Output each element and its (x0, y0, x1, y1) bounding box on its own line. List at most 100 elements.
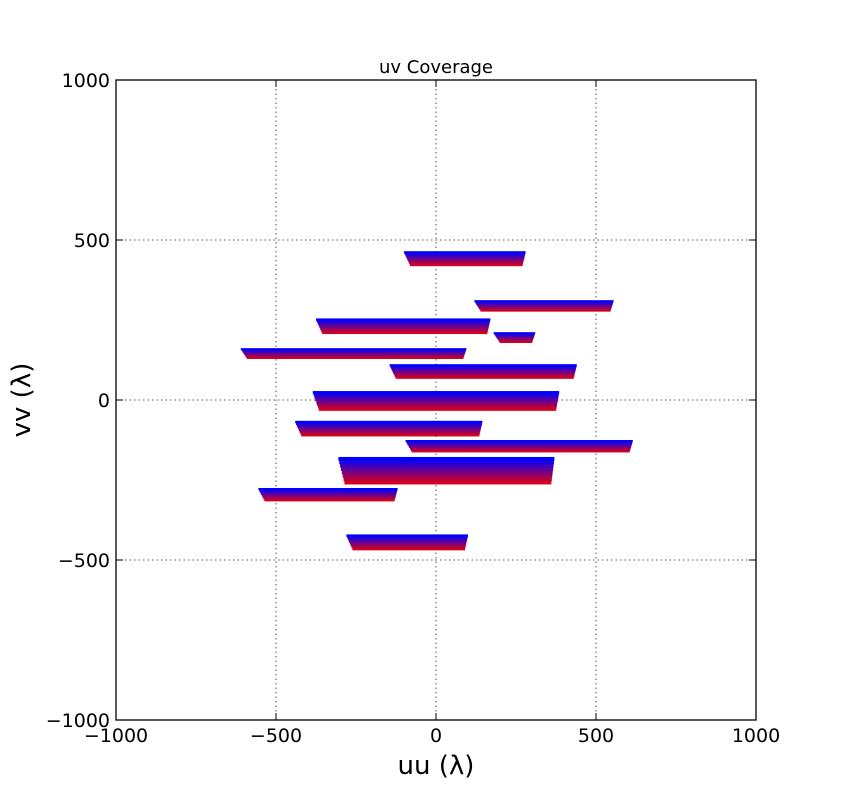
uv-track-band (478, 306, 612, 309)
y-tick-label: −1000 (46, 710, 110, 732)
uv-track-band (349, 542, 467, 545)
uv-track-band (297, 426, 482, 429)
x-tick-label: 500 (578, 725, 614, 747)
uv-track-band (496, 336, 534, 338)
uv-track-band (405, 440, 633, 443)
uv-track-band (315, 398, 558, 402)
uv-track-band (300, 432, 480, 435)
uv-track-band (410, 263, 523, 267)
uv-track-band (350, 544, 466, 547)
uv-track-band (393, 371, 576, 374)
uv-track-band (316, 318, 491, 321)
uv-track-band (410, 448, 631, 451)
x-tick-label: 1000 (732, 725, 780, 747)
uv-track-band (264, 499, 395, 502)
uv-track-band (246, 357, 464, 359)
uv-track-band (395, 376, 574, 379)
uv-track-band (344, 480, 552, 485)
uv-track-6 (389, 364, 577, 379)
uv-track-11 (258, 488, 398, 502)
uv-track-band (392, 369, 576, 372)
x-tick-label: −1000 (84, 725, 148, 747)
uv-track-band (406, 256, 525, 259)
uv-track-2 (474, 300, 614, 312)
uv-track-band (409, 445, 632, 448)
uv-track-band (317, 403, 558, 407)
y-axis-label: vv (λ) (7, 363, 37, 438)
uv-track-band (346, 534, 468, 537)
uv-track-band (474, 300, 614, 303)
uv-track-band (242, 350, 466, 353)
uv-track-band (312, 391, 560, 395)
uv-track-band (498, 339, 533, 342)
uv-track-band (476, 304, 613, 307)
uv-track-band (409, 447, 631, 450)
uv-track-band (261, 494, 396, 497)
uv-track-band (301, 433, 480, 437)
uv-track-band (343, 477, 552, 482)
uv-track-band (340, 463, 554, 468)
uv-track-band (314, 395, 559, 399)
uv-track-7 (312, 391, 560, 411)
uv-track-4 (316, 318, 491, 335)
uv-track-band (404, 251, 526, 254)
uv-track-band (319, 325, 489, 329)
uv-track-band (296, 422, 482, 426)
uv-track-band (409, 262, 524, 265)
uv-track-band (338, 456, 555, 461)
uv-track-band (342, 473, 553, 478)
y-tick-label: 1000 (62, 70, 110, 92)
uv-track-band (321, 329, 488, 333)
uv-track-band (316, 400, 558, 404)
y-tick-label: 500 (74, 230, 110, 252)
uv-track-band (295, 420, 483, 424)
uv-track-band (348, 538, 468, 541)
uv-track-3 (493, 332, 536, 343)
uv-track-band (259, 489, 398, 492)
uv-track-band (480, 309, 611, 312)
x-axis-label: uu (λ) (398, 751, 475, 781)
uv-track-band (408, 444, 632, 447)
uv-track-band (317, 405, 557, 409)
uv-track-band (495, 334, 535, 337)
uv-track-band (497, 337, 534, 340)
uv-track-band (391, 367, 576, 371)
uv-track-12 (346, 534, 468, 551)
uv-track-band (406, 441, 633, 444)
uv-track-band (340, 467, 554, 471)
uv-track-band (245, 354, 465, 357)
uv-track-band (322, 331, 488, 335)
uv-track-band (479, 308, 612, 311)
uv-track-band (318, 324, 490, 327)
chart-title: uv Coverage (379, 57, 493, 78)
uv-track-band (497, 338, 534, 341)
uv-track-band (241, 349, 466, 352)
uv-track-band (499, 341, 533, 343)
uv-track-5 (240, 348, 467, 359)
uv-track-band (348, 540, 467, 543)
uv-track-band (390, 365, 577, 369)
x-tick-label: 0 (430, 725, 442, 747)
y-tick-label: −500 (58, 550, 110, 572)
uv-track-band (393, 372, 575, 376)
uv-track-band (405, 254, 525, 258)
uv-track-band (299, 430, 481, 433)
x-tick-label: −500 (250, 725, 302, 747)
uv-track-band (347, 536, 468, 539)
uv-track-band (341, 470, 553, 475)
uv-track-band (351, 545, 466, 549)
uv-track-band (408, 260, 524, 263)
uv-track-band (476, 302, 613, 305)
uv-track-band (404, 253, 526, 256)
uv-track-1 (404, 251, 526, 267)
uv-track-band (263, 497, 396, 500)
uv-track-8 (295, 420, 483, 437)
uv-track-band (318, 407, 557, 411)
uv-track-band (317, 322, 490, 325)
uv-track-band (339, 460, 554, 465)
uv-track-band (320, 327, 489, 331)
uv-track-band (298, 428, 481, 431)
uv-track-band (258, 488, 398, 491)
uv-track-10 (338, 456, 555, 485)
